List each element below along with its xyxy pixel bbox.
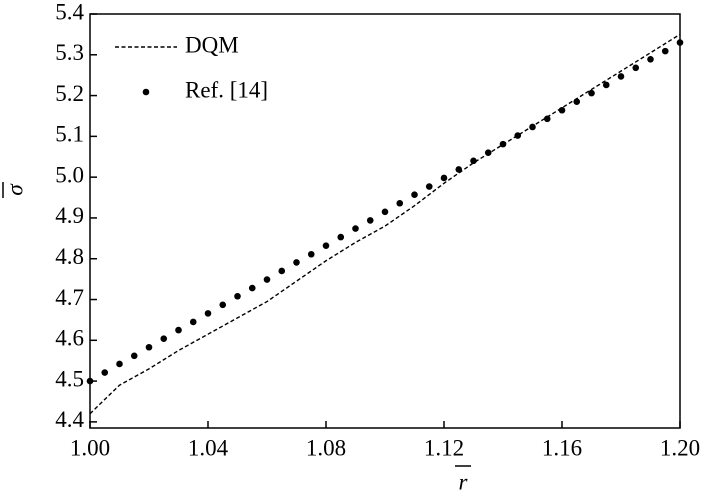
y-tick-label: 5.1 [55,122,84,147]
ref-point [499,140,507,148]
ref-point [396,199,404,207]
x-tick-label: 1.16 [542,435,582,460]
ref-point [661,47,669,55]
ref-point [617,73,625,80]
ref-point [425,183,433,190]
x-tick-label: 1.08 [306,435,346,460]
ref-point [234,292,241,300]
ref-point [130,352,138,360]
ref-point [160,335,168,342]
y-tick-label: 5.4 [55,0,84,24]
ref-point [411,191,418,198]
ref-point [204,310,212,317]
ref-point [543,115,551,123]
ref-point [352,225,359,232]
plot-frame [89,13,681,429]
ref-point [116,360,123,368]
ref-point [248,284,256,292]
ref-point [219,301,227,309]
y-tick-label: 4.8 [55,244,84,269]
ref-point [263,276,271,283]
legend-marker [142,88,150,96]
ref-point [632,64,640,72]
y-tick-label: 4.5 [55,366,84,391]
ref-point [145,343,153,351]
ref-point [440,174,448,182]
y-tick-label: 4.6 [55,326,84,351]
y-tick-label: 5.2 [55,81,84,106]
legend-label: DQM [185,32,239,57]
x-axis-label: r [459,469,469,494]
y-tick-label: 4.7 [55,285,84,310]
y-tick-label: 4.4 [55,407,84,432]
ref-point [514,132,522,139]
dqm-line [89,33,681,415]
ref-point [86,377,94,385]
ref-point [278,267,286,275]
ref-point [602,81,610,89]
y-tick-label: 5.0 [55,162,84,187]
ref-point [307,250,315,258]
ref-point [101,369,109,376]
ref-point [175,326,182,334]
ref-point [573,98,581,105]
ref-point [381,208,389,216]
ref-point [293,259,300,266]
ref-point [529,123,536,131]
x-tick-label: 1.04 [188,435,229,460]
ref-point [366,217,374,224]
ref-point [455,166,463,173]
ref-point [558,106,566,114]
y-tick-label: 5.3 [55,40,84,65]
ref-point [470,157,477,165]
ref-point [647,55,654,63]
x-tick-label: 1.12 [424,435,464,460]
ref-point [588,89,595,97]
y-tick-label: 4.9 [55,203,84,228]
ref-point [189,318,197,326]
ref-point [484,149,492,156]
x-tick-label: 1.20 [660,435,700,460]
ref-point [337,233,345,241]
legend-label: Ref. [14] [185,77,268,102]
ref-point [322,242,330,249]
y-axis-label: σ [2,183,27,196]
ref-point [676,39,684,46]
x-tick-label: 1.00 [70,435,110,460]
